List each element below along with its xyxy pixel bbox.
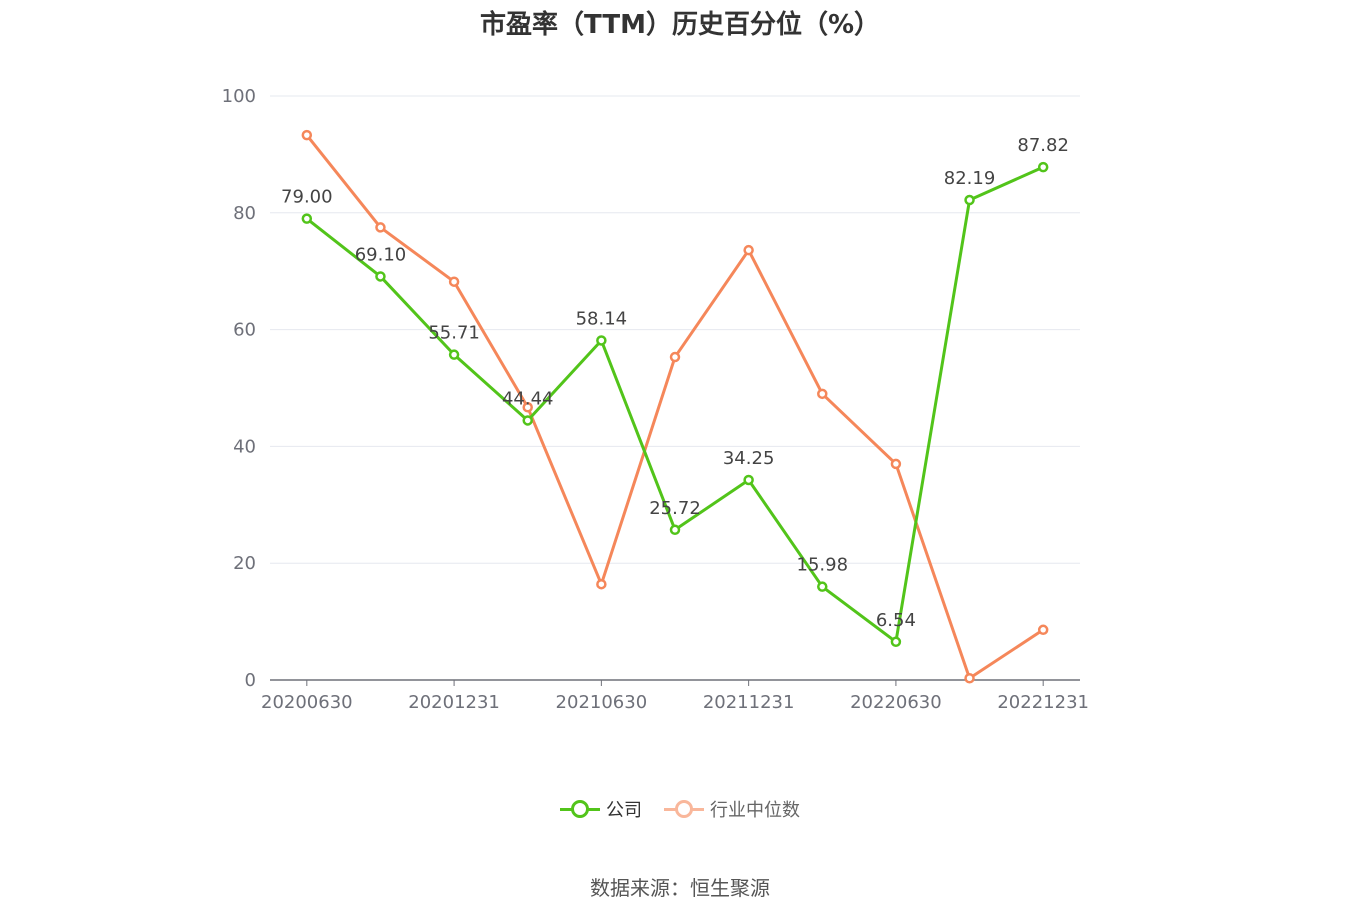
company-series-icon	[560, 799, 600, 819]
data-point	[596, 578, 607, 590]
data-label: 87.82	[1017, 135, 1069, 156]
data-source-note: 数据来源：恒生聚源	[590, 876, 770, 900]
grid-lines	[270, 95, 1080, 564]
data-label: 58.14	[576, 308, 628, 329]
x-axis: 20200630 20201231 20210630 20211231 20220630…	[261, 679, 1089, 713]
legend-label-industry: 行业中位数	[710, 800, 800, 821]
data-point	[817, 388, 828, 400]
industry-series-icon	[664, 799, 704, 819]
y-tick-label: 20	[233, 553, 256, 574]
y-tick-label: 60	[233, 320, 256, 341]
data-label: 79.00	[281, 187, 333, 208]
legend: 公司 行业中位数	[0, 796, 1360, 822]
data-point	[743, 244, 754, 256]
data-point	[301, 129, 313, 141]
y-tick-label: 0	[245, 670, 256, 691]
data-point	[964, 194, 975, 206]
x-tick-label: 20201231	[408, 692, 500, 713]
legend-label-company: 公司	[606, 800, 642, 821]
series-line	[305, 134, 1045, 680]
chart-title: 市盈率（TTM）历史百分位（%）	[480, 10, 880, 40]
data-label: 82.19	[944, 168, 996, 189]
data-point	[890, 636, 902, 648]
data-point	[375, 271, 386, 282]
x-tick-label: 20221231	[997, 692, 1089, 713]
legend-item-industry[interactable]: 行业中位数	[664, 796, 800, 822]
data-point	[890, 458, 902, 470]
data-point	[522, 402, 533, 413]
data-point	[669, 351, 681, 363]
x-tick-label: 20220630	[850, 692, 942, 713]
legend-item-company[interactable]: 公司	[560, 796, 642, 822]
data-label: 15.98	[797, 555, 849, 576]
data-point	[301, 213, 313, 224]
data-label: 34.25	[723, 448, 775, 469]
data-point	[448, 349, 460, 360]
y-tick-label: 40	[233, 436, 256, 457]
data-label: 25.72	[649, 498, 701, 519]
data-point	[1037, 161, 1049, 173]
data-point	[596, 335, 607, 346]
series-lines	[301, 129, 1049, 684]
data-label: 69.10	[355, 244, 407, 265]
data-point	[669, 524, 681, 536]
data-point	[743, 474, 754, 486]
x-tick-label: 20211231	[703, 692, 795, 713]
data-point	[375, 222, 386, 233]
y-tick-label: 80	[233, 203, 256, 224]
x-tick-label: 20210630	[556, 692, 648, 713]
data-labels: 79.00 69.10 55.71 44.44 58.14 25.72 34.25 15.98…	[281, 135, 1069, 631]
data-point	[1037, 624, 1049, 636]
data-point	[522, 415, 533, 426]
data-point	[817, 581, 828, 592]
y-tick-label: 100	[222, 86, 256, 107]
y-axis-ticks: 0 20 40 60 80 100	[222, 86, 256, 691]
data-point	[964, 672, 975, 684]
x-tick-label: 20200630	[261, 692, 353, 713]
data-label: 44.44	[502, 388, 554, 409]
data-point	[448, 276, 460, 287]
data-label: 55.71	[428, 323, 480, 344]
data-label: 6.54	[876, 610, 916, 631]
